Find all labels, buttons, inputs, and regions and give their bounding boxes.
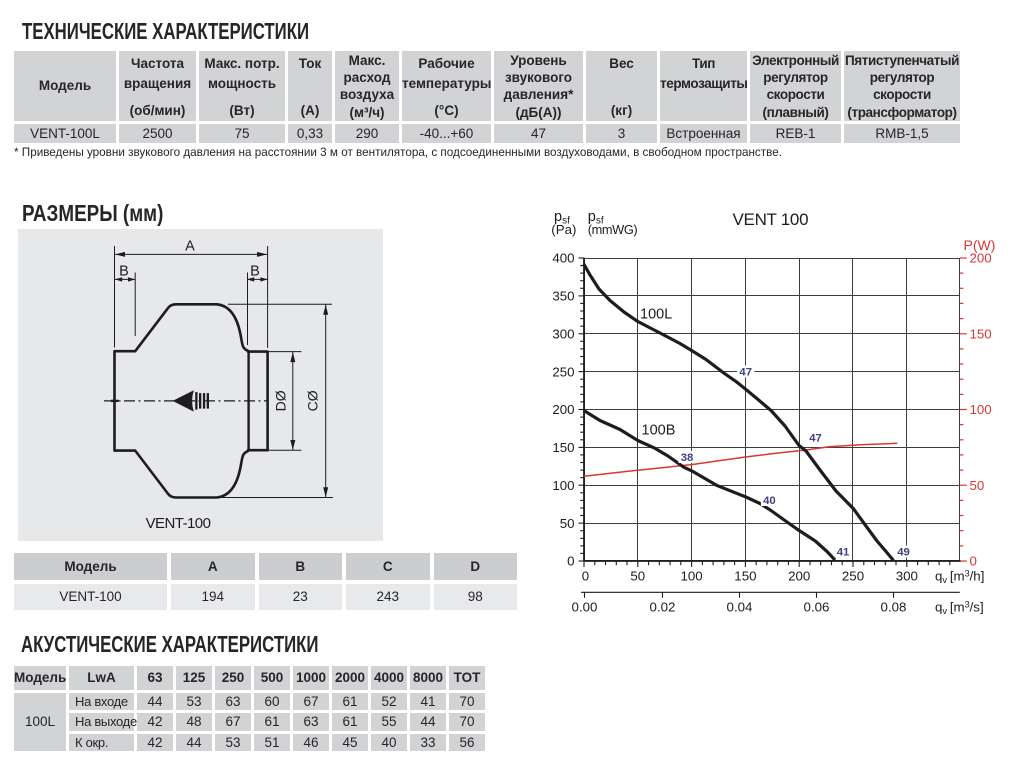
svg-text:38: 38 [681,452,694,464]
svg-text:qv [m3/h]: qv [m3/h] [935,569,984,587]
svg-text:0.02: 0.02 [650,599,676,614]
svg-text:(Pa): (Pa) [551,222,576,237]
svg-text:200: 200 [552,402,574,417]
svg-text:CØ: CØ [305,390,321,411]
svg-text:50: 50 [630,569,645,584]
svg-text:100L: 100L [640,307,672,323]
svg-text:100: 100 [552,478,574,493]
svg-text:100B: 100B [642,423,676,439]
svg-text:200: 200 [788,569,810,584]
svg-text:0.04: 0.04 [727,599,753,614]
svg-text:350: 350 [552,289,574,304]
svg-text:100: 100 [970,402,992,417]
svg-text:150: 150 [970,326,992,341]
svg-text:DØ: DØ [273,390,289,411]
svg-text:300: 300 [896,569,918,584]
svg-text:50: 50 [970,478,985,493]
svg-text:41: 41 [837,547,850,559]
svg-text:B: B [250,264,260,280]
svg-text:300: 300 [552,326,574,341]
svg-text:49: 49 [897,547,910,559]
svg-text:200: 200 [970,251,992,266]
svg-text:47: 47 [739,367,752,379]
svg-text:150: 150 [552,440,574,455]
svg-text:qv [m3/s]: qv [m3/s] [935,599,984,617]
svg-text:150: 150 [734,569,756,584]
svg-text:0.08: 0.08 [881,599,907,614]
svg-text:(mmWG): (mmWG) [588,222,638,237]
svg-text:VENT-100: VENT-100 [146,515,211,532]
svg-text:0: 0 [582,569,589,584]
svg-text:0: 0 [970,554,977,569]
svg-text:50: 50 [560,516,575,531]
svg-text:0.00: 0.00 [572,599,598,614]
svg-text:40: 40 [763,495,776,507]
svg-text:100: 100 [681,569,703,584]
svg-text:400: 400 [552,251,574,266]
svg-text:47: 47 [809,433,822,445]
svg-text:A: A [185,238,195,254]
svg-text:0: 0 [567,554,574,569]
svg-text:B: B [119,264,129,280]
svg-text:250: 250 [552,364,574,379]
svg-text:P(W): P(W) [964,237,996,253]
svg-text:VENT 100: VENT 100 [733,210,809,229]
svg-text:250: 250 [842,569,864,584]
svg-text:0.06: 0.06 [804,599,830,614]
